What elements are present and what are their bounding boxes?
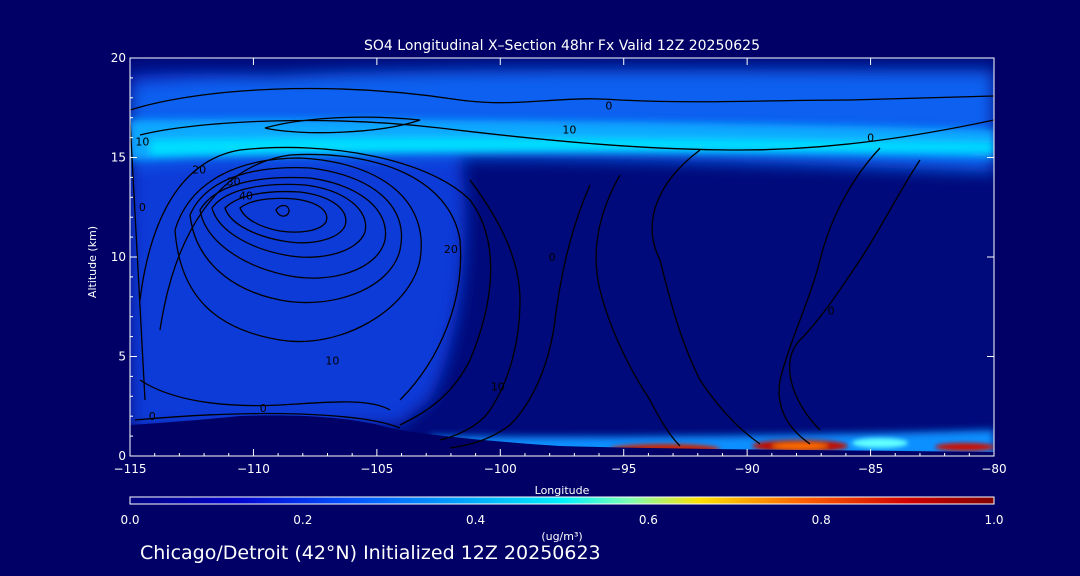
contour-line bbox=[174, 157, 422, 343]
footer-caption: Chicago/Detroit (42°N) Initialized 12Z 2… bbox=[140, 542, 601, 564]
contour-line bbox=[239, 197, 328, 233]
contour-label: 0 bbox=[828, 305, 835, 318]
contour-lines bbox=[130, 87, 994, 449]
x-tick-label: −85 bbox=[858, 462, 883, 476]
y-tick-label: 0 bbox=[118, 449, 126, 463]
contour-line bbox=[449, 184, 591, 449]
y-tick-label: 20 bbox=[111, 51, 126, 65]
x-tick-label: −105 bbox=[360, 462, 393, 476]
contour-line bbox=[778, 147, 881, 445]
surface-hotspot-core bbox=[772, 443, 828, 449]
contour-label: 10 bbox=[491, 380, 505, 393]
contour-line bbox=[139, 379, 391, 411]
contour-line bbox=[211, 183, 367, 258]
x-axis-label: Longitude bbox=[535, 484, 590, 497]
x-tick-label: −115 bbox=[114, 462, 147, 476]
colorbar-tick-label: 0.0 bbox=[120, 513, 139, 527]
colorbar-tick-label: 1.0 bbox=[984, 513, 1003, 527]
terrain bbox=[130, 415, 994, 456]
contour-label: 10 bbox=[135, 136, 149, 149]
contour-line bbox=[439, 179, 521, 441]
colorbar-tick-label: 0.2 bbox=[293, 513, 312, 527]
surface-red-patch bbox=[935, 443, 994, 451]
so4-concentration-field bbox=[130, 58, 994, 456]
contour-line bbox=[199, 176, 387, 279]
x-tick-label: −90 bbox=[734, 462, 759, 476]
contour-label: 10 bbox=[325, 354, 339, 367]
chart-title: SO4 Longitudinal X–Section 48hr Fx Valid… bbox=[364, 38, 760, 54]
contour-line bbox=[788, 159, 921, 431]
contour-line bbox=[595, 174, 681, 447]
contour-label: 0 bbox=[605, 100, 612, 113]
contour-label: 30 bbox=[227, 175, 241, 188]
x-tick-label: −95 bbox=[611, 462, 636, 476]
contour-line bbox=[130, 119, 146, 401]
contour-label: 40 bbox=[239, 189, 253, 202]
contour-label: 20 bbox=[444, 243, 458, 256]
x-tick-label: −110 bbox=[237, 462, 270, 476]
contour-label: 0 bbox=[139, 201, 146, 214]
colorbar-tick-label: 0.4 bbox=[466, 513, 485, 527]
y-tick-label: 10 bbox=[111, 250, 126, 264]
contour-label: 0 bbox=[260, 402, 267, 415]
contour-label: 0 bbox=[149, 410, 156, 423]
western-plume-region bbox=[130, 72, 466, 431]
y-axis: 0 5 10 15 20 bbox=[111, 51, 994, 463]
tropopause-core bbox=[150, 137, 994, 156]
x-axis: −115 −110 −105 −100 −95 −90 −85 −80 bbox=[114, 58, 1007, 476]
contour-label: 0 bbox=[867, 132, 874, 145]
contour-label: 20 bbox=[192, 163, 206, 176]
colorbar bbox=[129, 496, 995, 505]
colorbar-tick-label: 0.6 bbox=[639, 513, 658, 527]
y-axis-label: Altitude (km) bbox=[86, 226, 99, 298]
x-tick-label: −80 bbox=[981, 462, 1006, 476]
colorbar-tick-label: 0.8 bbox=[812, 513, 831, 527]
y-tick-label: 15 bbox=[111, 151, 126, 165]
contour-line bbox=[134, 412, 401, 429]
contour-line bbox=[224, 190, 347, 244]
contour-label: 10 bbox=[562, 124, 576, 137]
surface-bright-patch bbox=[852, 438, 908, 448]
contour-label: 0 bbox=[549, 251, 556, 264]
colorbar-ticks: 0.0 0.2 0.4 0.6 0.8 1.0 bbox=[120, 513, 1003, 527]
y-tick-label: 5 bbox=[118, 350, 126, 364]
contour-line bbox=[130, 87, 994, 111]
colorbar-unit: (ug/m³) bbox=[541, 530, 582, 543]
contour-line bbox=[139, 146, 492, 426]
contour-line bbox=[651, 149, 761, 445]
contour-line bbox=[275, 204, 290, 217]
contour-line bbox=[159, 153, 462, 401]
contour-line bbox=[139, 119, 994, 151]
contour-line bbox=[189, 166, 403, 304]
x-tick-label: −100 bbox=[484, 462, 517, 476]
